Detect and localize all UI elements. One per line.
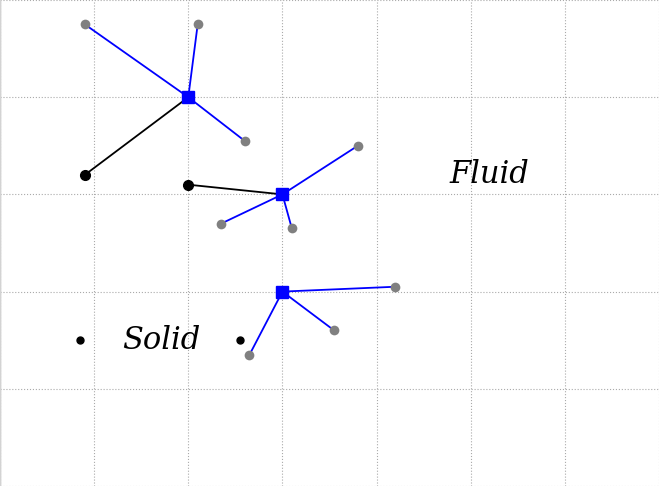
Text: Solid: Solid — [123, 325, 200, 356]
Text: Fluid: Fluid — [449, 159, 529, 191]
